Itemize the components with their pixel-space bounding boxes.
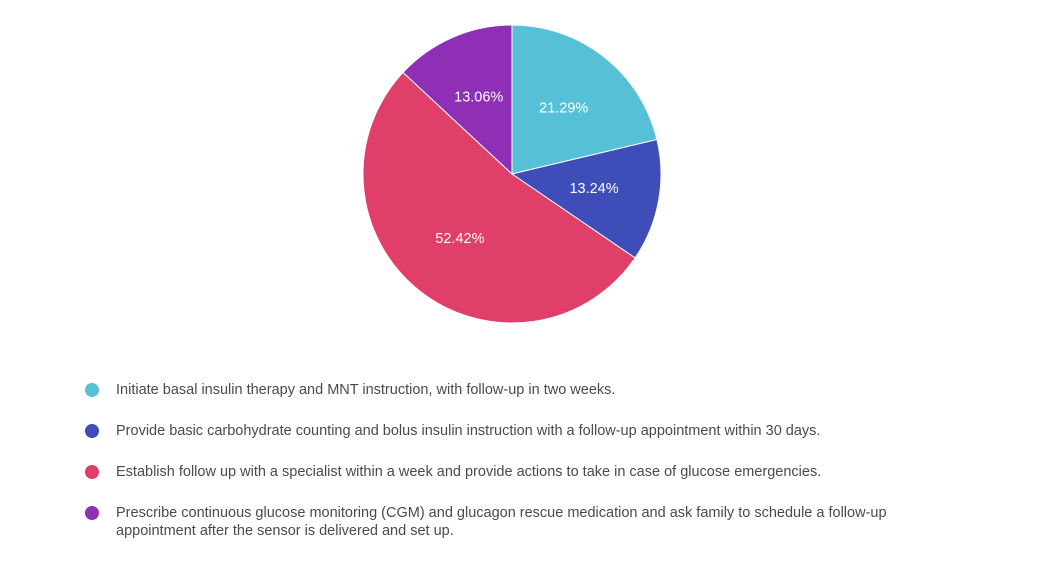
pie-slice-label: 13.24%	[569, 181, 618, 197]
legend-swatch	[85, 383, 99, 397]
pie-slice[interactable]	[511, 24, 658, 175]
pie-slice[interactable]	[402, 24, 513, 176]
legend-label: Provide basic carbohydrate counting and …	[116, 423, 821, 439]
legend-swatch	[85, 424, 99, 438]
pie-slice[interactable]	[510, 138, 662, 259]
legend-label: Establish follow up with a specialist wi…	[116, 464, 822, 480]
legend-item[interactable]: Establish follow up with a specialist wi…	[84, 463, 924, 481]
pie-slice-label: 13.06%	[454, 89, 503, 105]
pie-chart: 21.29% 13.24% 52.42% 13.06%	[362, 24, 662, 324]
pie-slices	[362, 24, 662, 324]
legend-item[interactable]: Prescribe continuous glucose monitoring …	[84, 504, 924, 540]
legend-swatch	[85, 465, 99, 479]
legend-label: Prescribe continuous glucose monitoring …	[116, 505, 887, 539]
pie-slice-labels: 21.29% 13.24% 52.42% 13.06%	[435, 89, 618, 247]
pie-slice[interactable]	[362, 71, 636, 324]
legend-item[interactable]: Provide basic carbohydrate counting and …	[84, 422, 924, 440]
chart-legend: Initiate basal insulin therapy and MNT i…	[84, 381, 924, 563]
legend-label: Initiate basal insulin therapy and MNT i…	[116, 382, 616, 398]
legend-swatch	[85, 506, 99, 520]
pie-slice-label: 52.42%	[435, 231, 484, 247]
legend-item[interactable]: Initiate basal insulin therapy and MNT i…	[84, 381, 924, 399]
pie-slice-label: 21.29%	[539, 101, 588, 117]
